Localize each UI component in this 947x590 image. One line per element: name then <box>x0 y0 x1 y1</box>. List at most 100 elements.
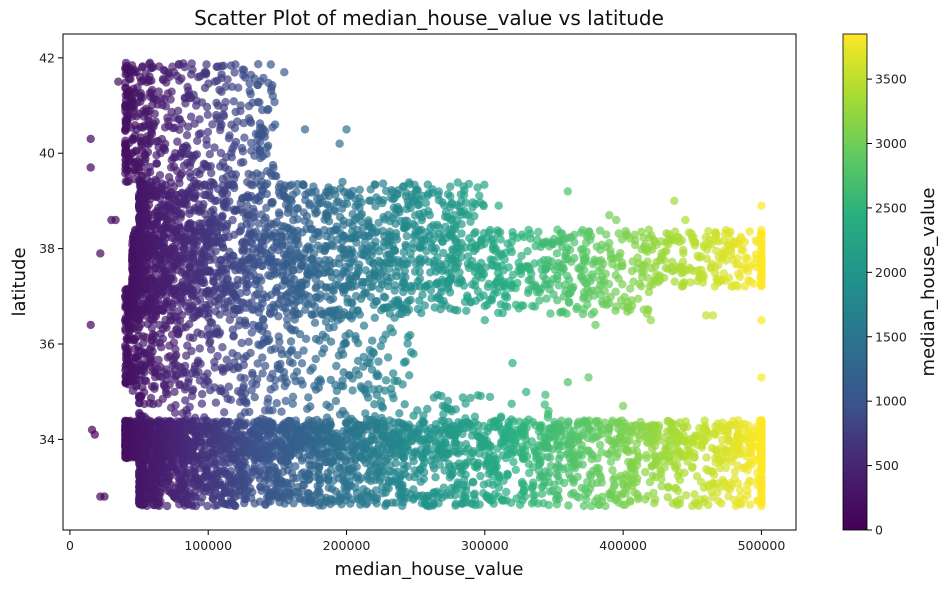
data-point <box>236 288 245 298</box>
data-point <box>326 337 336 346</box>
data-point <box>197 399 207 408</box>
data-point <box>272 172 281 181</box>
data-point <box>154 355 163 365</box>
data-point <box>257 276 266 285</box>
data-point <box>374 371 383 381</box>
data-point <box>301 334 311 343</box>
data-point <box>223 75 232 84</box>
data-point <box>224 382 233 391</box>
data-point <box>304 393 313 402</box>
data-point <box>231 60 240 69</box>
data-point <box>143 147 153 157</box>
data-point <box>192 150 202 159</box>
data-point <box>316 377 326 386</box>
data-point <box>258 369 267 378</box>
data-point <box>181 396 190 405</box>
data-point <box>203 127 213 137</box>
data-point <box>378 196 388 205</box>
data-point <box>244 337 253 346</box>
data-point <box>208 120 217 129</box>
data-point <box>187 59 196 68</box>
data-point <box>357 198 366 207</box>
data-point <box>202 68 211 78</box>
data-point <box>199 200 208 209</box>
data-point <box>292 367 302 376</box>
data-point <box>262 149 271 159</box>
data-point <box>211 247 220 256</box>
data-point <box>233 117 242 126</box>
chart-title: Scatter Plot of median_house_value vs la… <box>194 6 664 30</box>
data-point <box>295 329 305 339</box>
data-point <box>304 292 313 301</box>
data-point <box>203 110 212 120</box>
data-point <box>210 143 219 152</box>
data-point <box>222 355 231 364</box>
data-point <box>352 462 361 471</box>
data-point <box>177 119 187 128</box>
data-point <box>196 129 205 138</box>
data-point <box>253 359 262 368</box>
data-point <box>242 463 251 473</box>
data-point <box>418 290 427 299</box>
data-point <box>162 501 172 511</box>
data-point <box>274 312 283 321</box>
data-point <box>372 297 382 306</box>
data-point <box>206 162 215 171</box>
data-point <box>207 168 216 178</box>
data-point <box>217 70 226 79</box>
data-point <box>245 407 254 417</box>
data-point <box>165 472 175 481</box>
data-point <box>401 357 410 366</box>
data-point <box>148 347 157 356</box>
data-point <box>406 295 415 305</box>
data-point <box>338 350 348 359</box>
data-point <box>202 140 211 150</box>
data-point <box>409 349 418 358</box>
data-point <box>293 204 302 213</box>
data-point <box>297 359 307 368</box>
data-point <box>324 217 334 226</box>
data-point <box>184 375 193 384</box>
data-point <box>141 154 150 163</box>
data-point <box>165 380 174 389</box>
data-point <box>228 325 237 334</box>
data-point <box>409 457 418 466</box>
data-point <box>261 361 270 371</box>
data-point <box>319 344 329 353</box>
data-point <box>247 298 256 307</box>
data-point <box>325 402 334 412</box>
data-point <box>226 395 236 404</box>
data-point <box>263 179 272 188</box>
data-point <box>171 401 180 410</box>
data-point <box>207 318 217 327</box>
data-point <box>363 393 373 402</box>
data-point <box>145 168 155 177</box>
data-point <box>266 60 275 69</box>
data-point <box>218 343 227 352</box>
data-point <box>123 349 133 358</box>
data-point <box>421 199 431 208</box>
data-point <box>453 306 462 315</box>
data-point <box>239 381 248 391</box>
data-point <box>141 376 151 386</box>
data-point <box>264 394 273 403</box>
data-point <box>241 418 251 428</box>
data-point <box>240 133 249 142</box>
data-point <box>299 181 308 190</box>
data-point <box>381 376 391 385</box>
data-point <box>222 189 232 198</box>
data-point <box>298 380 307 389</box>
data-point <box>239 65 249 75</box>
data-point <box>195 344 204 353</box>
data-point <box>355 260 364 269</box>
data-point <box>295 309 304 319</box>
data-point <box>390 246 400 256</box>
data-point <box>139 388 149 397</box>
data-point <box>392 235 402 244</box>
data-point <box>206 337 215 346</box>
data-point <box>185 402 194 412</box>
data-point <box>265 335 274 344</box>
data-point <box>221 97 230 107</box>
data-point <box>277 407 286 416</box>
